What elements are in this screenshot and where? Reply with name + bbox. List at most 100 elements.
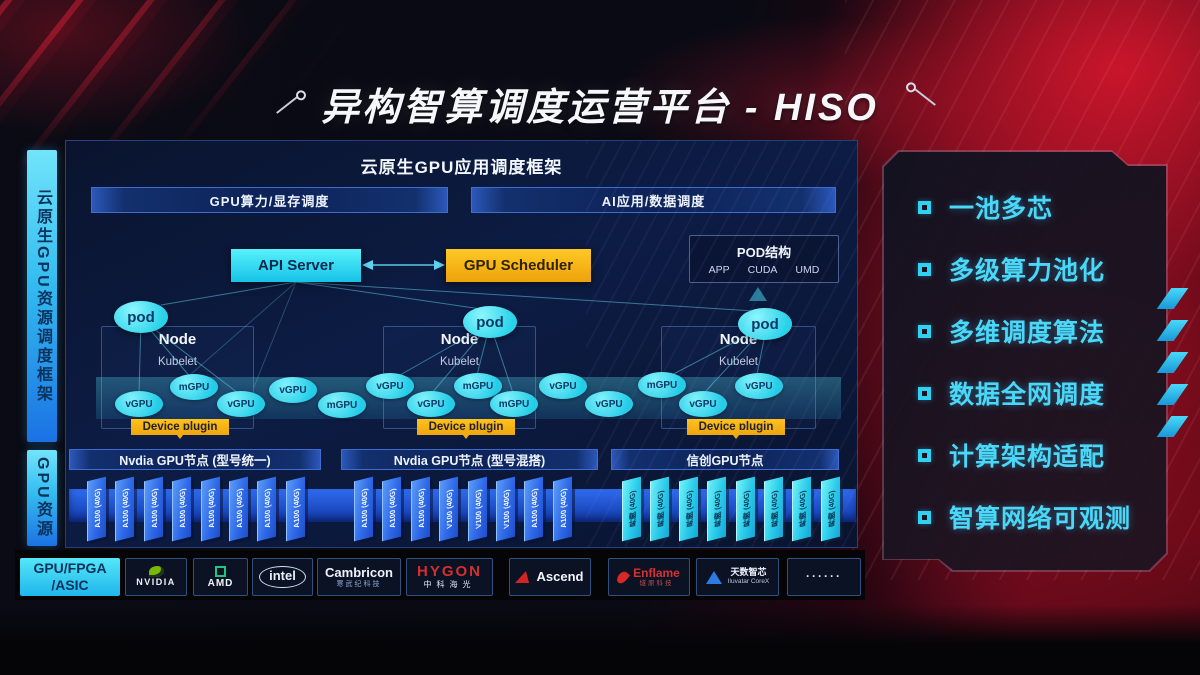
gpu-card: V100 (40G) <box>496 476 515 542</box>
gpu-card-label: 昇腾 (40G) <box>655 489 665 529</box>
gpu-card-label: 昇腾 (40G) <box>826 489 836 529</box>
feature-item: 一池多芯 <box>884 176 1166 238</box>
gpu-card-label: 昇腾 (40G) <box>712 489 722 529</box>
gpu-ellipse-mgpu: mGPU <box>170 374 218 400</box>
gpu-card: A100 (40G) <box>285 476 305 542</box>
feature-panel-inner: 一池多芯多级算力池化 多维调度算法 数据全网调度 计算架构适配 智算网络可观测 <box>884 152 1166 570</box>
gpu-ellipse-vgpu: vGPU <box>539 373 587 399</box>
gpu-card: V100 (40G) <box>467 476 487 542</box>
node-type-bar-domestic: 信创GPU节点 <box>611 449 839 470</box>
vendor-name: Ascend <box>536 568 584 584</box>
vendor-text: AMD <box>208 578 234 589</box>
gpu-card: A100 (40G) <box>87 476 106 542</box>
node-type-bar-mixed: Nvdia GPU节点 (型号混搭) <box>341 449 598 470</box>
title-row: 异构智算调度运营平台 - HISO <box>0 76 1200 131</box>
node-label: Node <box>719 331 758 348</box>
gpu-ellipse-mgpu: mGPU <box>318 392 366 418</box>
gpu-card: A100 (40G) <box>410 476 430 542</box>
gpu-scheduler-box: GPU Scheduler <box>446 249 591 282</box>
vendor-text: 天数智芯 Iluvatar CoreX <box>727 567 770 586</box>
vendor-text: intel <box>259 565 306 589</box>
vendor-name: HYGON <box>416 562 482 580</box>
feature-item: 多级算力池化 <box>884 238 1166 300</box>
bottom-vignette <box>0 605 1200 675</box>
vendor-subname: Iluvatar CoreX <box>727 578 770 586</box>
sidebar-gpu-resource-label: GPU资源 <box>34 457 51 539</box>
gpu-card: A100 (40G) <box>229 476 248 542</box>
kubelet-label: Kubelet <box>439 356 479 368</box>
gpu-card-label: A100 (40G) <box>416 488 426 530</box>
gpu-card-label: 昇腾 (40G) <box>769 489 779 529</box>
node-type-bar-uniform: Nvdia GPU节点 (型号统一) <box>69 449 321 470</box>
feature-label: 多维调度算法 <box>949 319 1106 347</box>
feature-item: 多维调度算法 <box>884 300 1166 362</box>
gpu-card-label: V100 (40G) <box>473 488 483 530</box>
gpu-card: 昇腾 (40G) <box>735 476 755 542</box>
vendor-logo-band: NVIDIA AMD intel Cambricon 寒武纪科技 HYGON 中科海光 Asc… <box>15 550 865 600</box>
gpu-ellipse-mgpu: mGPU <box>638 372 686 398</box>
gpu-card: A100 (40G) <box>115 476 135 542</box>
panel-header: 云原生GPU应用调度框架 <box>360 158 563 177</box>
gpu-card: V100 (40G) <box>439 476 459 542</box>
vendor-name: NVIDIA <box>136 577 176 588</box>
feature-label: 智算网络可观测 <box>949 505 1132 533</box>
gpu-card-label: A100 (40G) <box>387 488 397 530</box>
iluvatar-logo-icon <box>705 570 722 584</box>
gpu-ellipse-vgpu: vGPU <box>679 391 727 417</box>
gpu-card-label: A100 (40G) <box>359 488 369 530</box>
gpu-card-label: V100 (40G) <box>501 488 511 530</box>
vendor-logo-more: ······ <box>787 558 861 596</box>
vendor-text: Cambricon 寒武纪科技 <box>325 565 393 589</box>
gpu-card-label: A100 (40G) <box>120 488 130 530</box>
feature-item: 数据全网调度 <box>884 362 1166 424</box>
square-bullet-icon <box>918 325 931 338</box>
slash-decoration <box>1156 288 1189 448</box>
sidebar-framework-label: 云原生GPU资源调度框架 <box>34 188 51 404</box>
vendor-text: Ascend <box>536 568 584 584</box>
vendor-logo-intel: intel <box>252 558 313 596</box>
feature-label: 多级算力池化 <box>949 257 1106 285</box>
square-bullet-icon <box>918 263 931 276</box>
scheduling-bar-ai: AI应用/数据调度 <box>471 187 836 213</box>
gpu-card: A100 (40G) <box>200 476 220 542</box>
gpu-card: 昇腾 (40G) <box>764 476 783 542</box>
gpu-card-label: A100 (40G) <box>529 488 539 530</box>
feature-panel: 一池多芯多级算力池化 多维调度算法 数据全网调度 计算架构适配 智算网络可观测 <box>882 150 1168 572</box>
feature-label: 计算架构适配 <box>949 443 1106 471</box>
gpu-card-label: A100 (40G) <box>234 488 244 530</box>
pod-structure-items: APP CUDA UMD <box>709 264 820 276</box>
node-label: Node <box>158 331 197 348</box>
gpu-card-label: 昇腾 (40G) <box>797 489 807 529</box>
gpu-card-label: A100 (40G) <box>262 488 272 530</box>
device-plugin-box: Device plugin <box>417 419 515 439</box>
gpu-card: A100 (40G) <box>552 476 572 542</box>
page-title: 异构智算调度运营平台 - HISO <box>321 87 879 129</box>
gpu-card: A100 (40G) <box>354 476 373 542</box>
vendor-logo-iluvatar: 天数智芯 Iluvatar CoreX <box>696 558 779 596</box>
gpu-card-label: A100 (40G) <box>558 488 568 530</box>
gpu-card-label: A100 (40G) <box>206 488 216 530</box>
vendor-text: HYGON 中科海光 <box>416 562 482 590</box>
sidebar-gpu-resource-bar: GPU资源 <box>27 450 57 546</box>
pod-up-arrow-icon <box>749 287 767 301</box>
scheduling-bar-compute: GPU算力/显存调度 <box>91 187 448 213</box>
vendor-subname: 燧原科技 <box>639 580 674 588</box>
pod-ellipse: pod <box>114 301 168 333</box>
gpu-ellipse-vgpu: vGPU <box>735 373 783 399</box>
pod-layer-cuda: CUDA <box>747 264 778 276</box>
vendor-text: ······ <box>806 570 842 583</box>
gpu-ellipse-vgpu: vGPU <box>585 391 633 417</box>
enflame-logo-icon <box>615 569 631 585</box>
feature-list: 一池多芯多级算力池化 多维调度算法 数据全网调度 计算架构适配 智算网络可观测 <box>884 176 1166 548</box>
vendor-name: 天数智芯 <box>730 567 767 578</box>
gpu-card-label: 昇腾 (40G) <box>741 489 751 529</box>
gpu-ellipse-mgpu: mGPU <box>490 391 538 417</box>
gpu-card: 昇腾 (40G) <box>792 476 812 542</box>
gpu-ellipse-vgpu: vGPU <box>115 391 163 417</box>
vendor-logo-ascend: Ascend <box>509 558 591 596</box>
gpu-card: 昇腾 (40G) <box>707 476 727 542</box>
feature-label: 数据全网调度 <box>949 381 1106 409</box>
sidebar-framework-bar: 云原生GPU资源调度框架 <box>27 150 57 442</box>
vendor-logo-enflame: Enflame 燧原科技 <box>608 558 690 596</box>
gpu-card: A100 (40G) <box>172 476 192 542</box>
